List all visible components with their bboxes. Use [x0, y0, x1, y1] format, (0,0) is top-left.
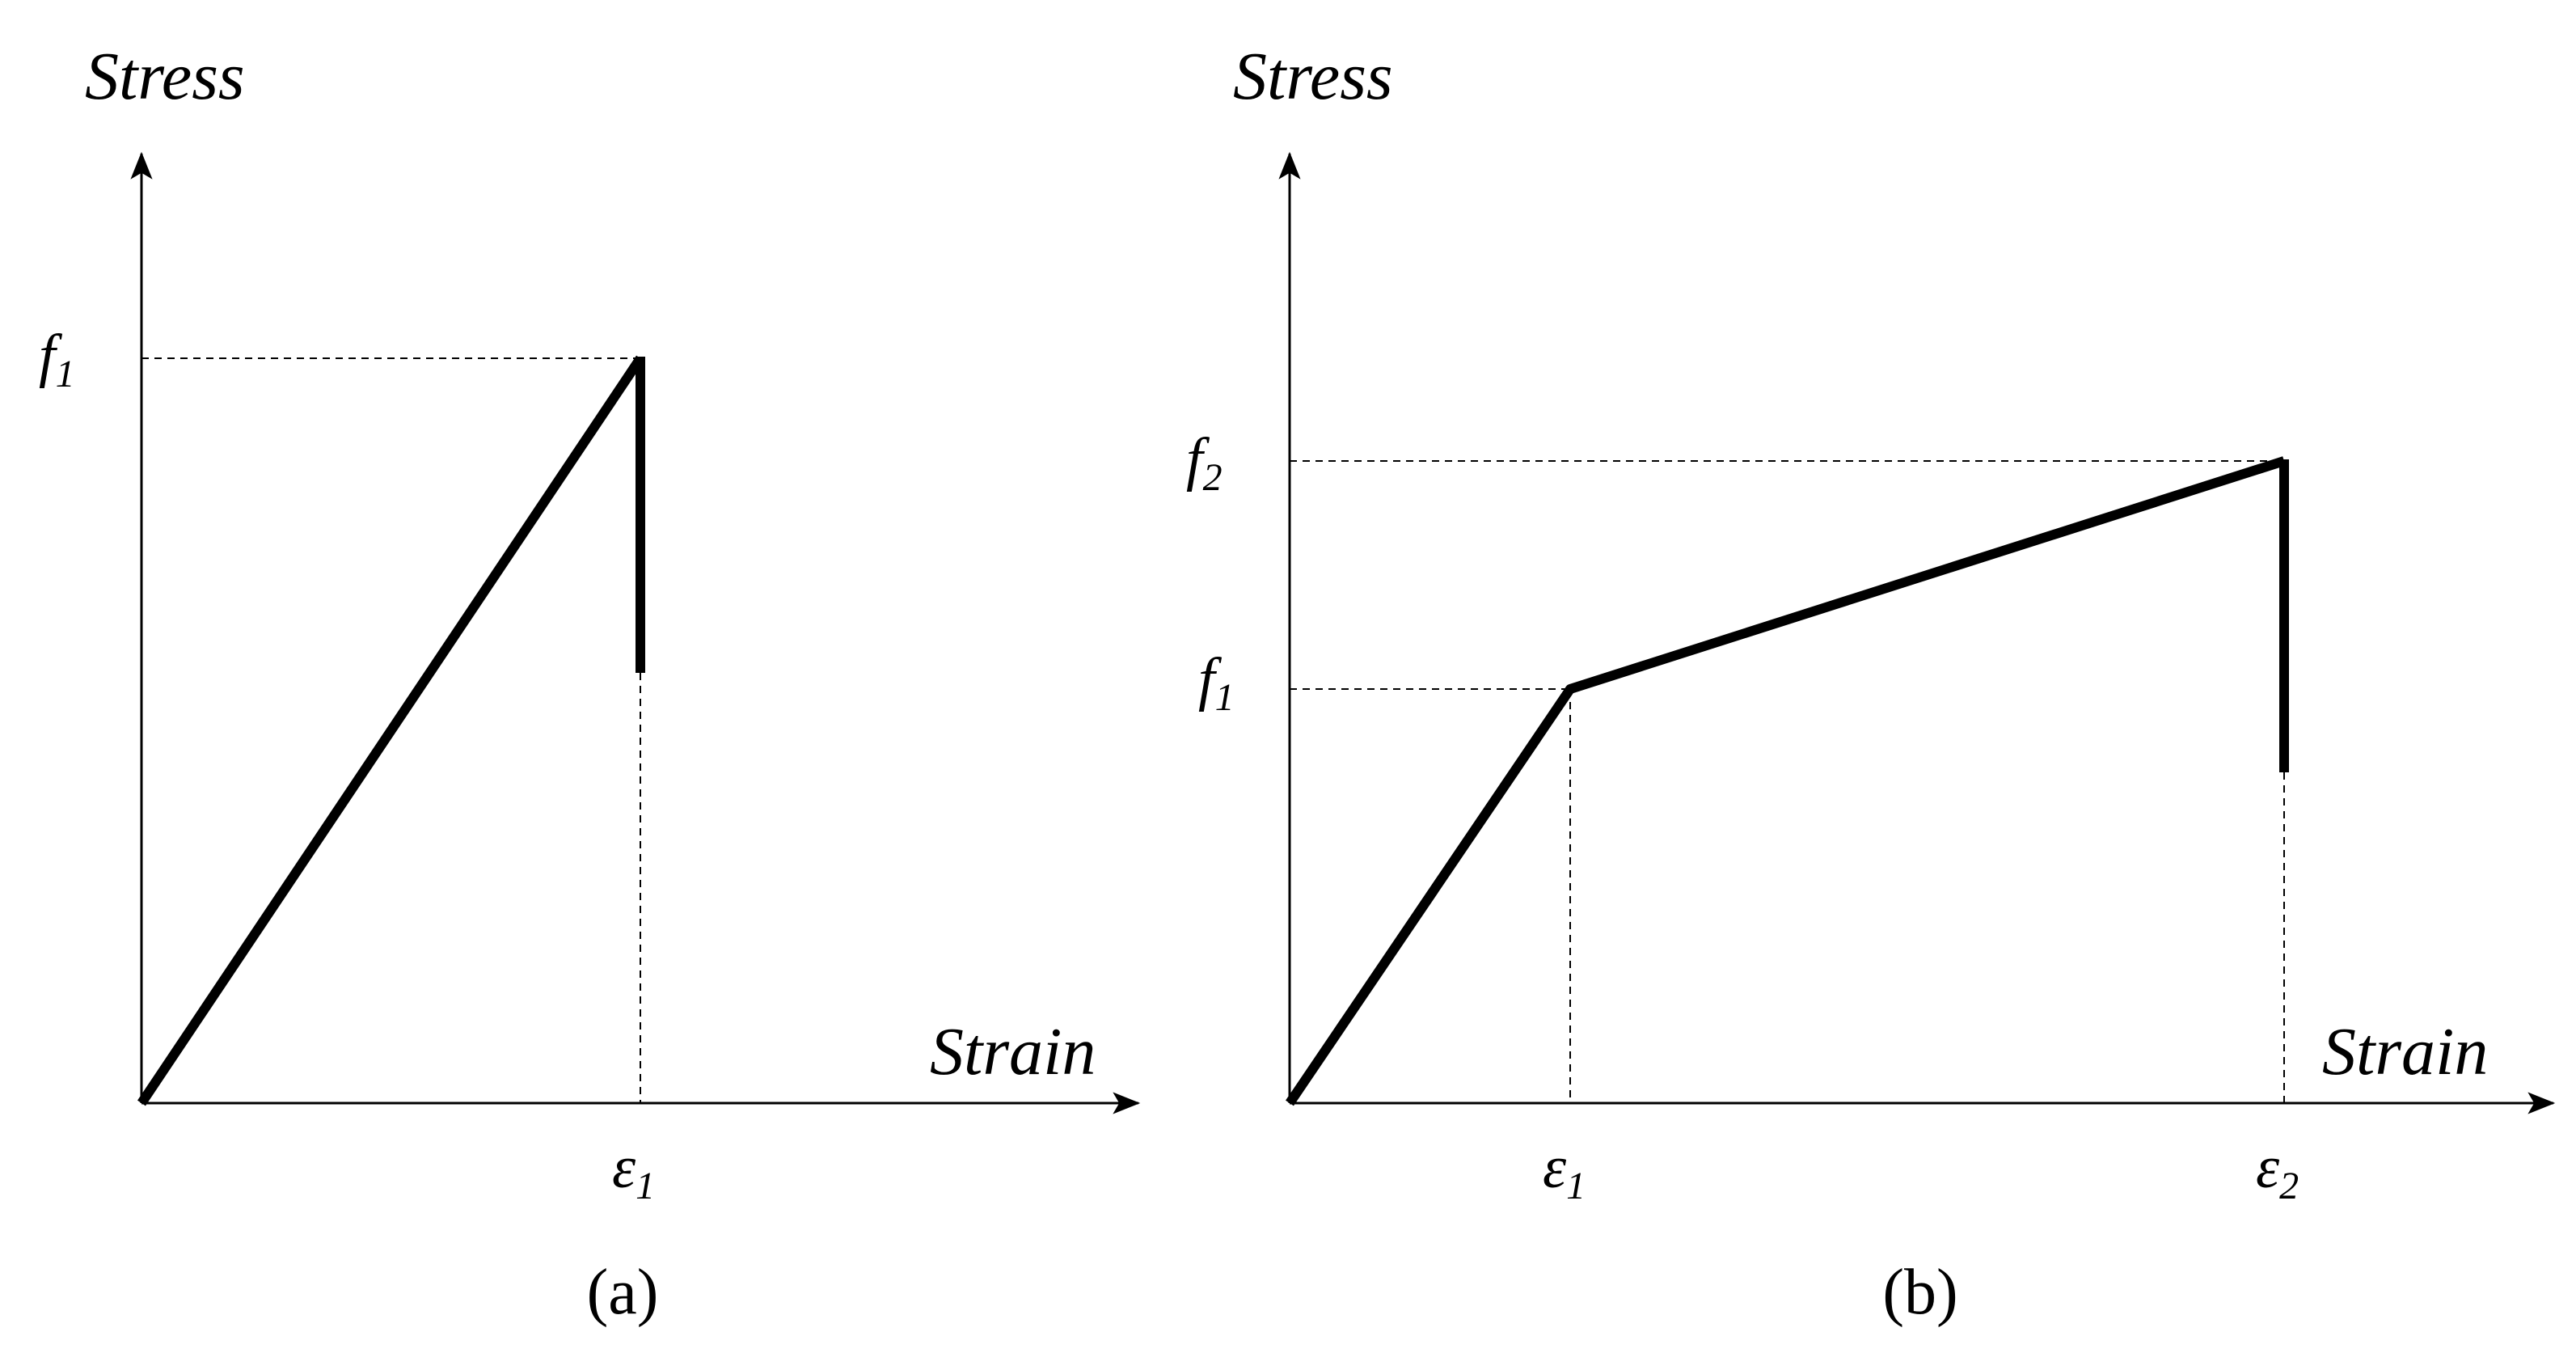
panel-a: Stress Strain f1 ε1 (a) [39, 39, 1141, 1328]
panel-a-stress-strain-curve [137, 355, 644, 1106]
panel-a-y-axis-label: Stress [85, 39, 245, 114]
panel-b: Stress Strain f2 f1 ε1 ε2 (b) [1186, 39, 2556, 1328]
panel-b-caption: (b) [1882, 1257, 1957, 1328]
panel-b-e2-label: ε2 [2256, 1135, 2299, 1207]
panel-a-f1-label: f1 [39, 323, 75, 395]
panel-a-caption: (a) [587, 1257, 659, 1328]
panel-a-e1-label: ε1 [612, 1135, 655, 1207]
panel-b-f2-label: f2 [1186, 426, 1223, 499]
panel-b-e1-label: ε1 [1543, 1135, 1586, 1207]
panel-b-f1-label: f1 [1198, 646, 1235, 719]
panel-b-x-axis-label: Strain [2322, 1014, 2488, 1089]
panel-a-x-axis-label: Strain [930, 1014, 1096, 1089]
panel-b-stress-strain-curve [1286, 456, 2286, 1106]
panel-b-y-axis-label: Stress [1233, 39, 1393, 114]
